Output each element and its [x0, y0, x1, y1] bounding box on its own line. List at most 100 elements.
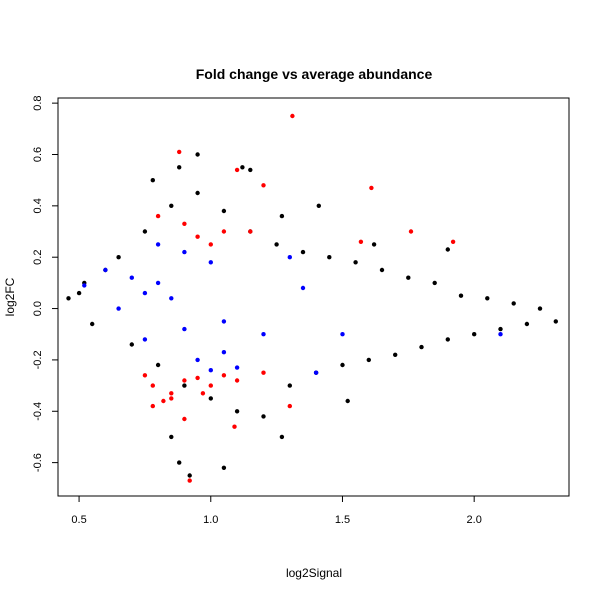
- series-2-point: [221, 350, 227, 355]
- series-1-point: [287, 403, 292, 409]
- series-0-point: [240, 165, 245, 170]
- series-0-point: [445, 337, 450, 342]
- series-1-point: [182, 221, 187, 226]
- series-0-point: [208, 396, 213, 401]
- series-0-point: [458, 293, 464, 298]
- series-1-point: [195, 375, 200, 381]
- series-0-point: [116, 255, 121, 260]
- series-0-point: [274, 242, 279, 247]
- series-0-point: [182, 383, 187, 388]
- series-0-point: [66, 296, 71, 301]
- series-0-point: [177, 460, 182, 465]
- series-1-point: [208, 383, 213, 388]
- series-2-point: [116, 306, 121, 311]
- series-2-point: [142, 290, 148, 296]
- series-0-point: [279, 434, 285, 440]
- series-0-point: [195, 190, 200, 196]
- chart-title: Fold change vs average abundance: [196, 66, 433, 82]
- series-0-point: [498, 326, 503, 332]
- series-0-point: [511, 301, 516, 306]
- series-0-point: [221, 465, 227, 470]
- series-2-point: [142, 337, 148, 342]
- series-1-point: [234, 378, 240, 383]
- series-0-point: [393, 352, 398, 357]
- series-0-point: [261, 414, 266, 419]
- series-1-point: [221, 373, 227, 378]
- series-1-point: [195, 234, 200, 239]
- series-1-point: [177, 149, 182, 155]
- series-1-point: [232, 424, 237, 429]
- series-0-point: [445, 247, 450, 252]
- y-tick-label: 0.8: [32, 95, 44, 110]
- series-1-point: [248, 229, 253, 234]
- series-0-point: [129, 342, 134, 347]
- series-2-point: [182, 249, 187, 255]
- series-1-point: [369, 185, 374, 191]
- series-0-point: [287, 383, 292, 388]
- series-2-point: [313, 370, 319, 375]
- series-0-point: [472, 332, 477, 337]
- series-0-point: [524, 321, 530, 327]
- series-0-point: [248, 167, 253, 173]
- series-0-point: [187, 473, 192, 478]
- y-tick-label: 0.0: [32, 301, 44, 316]
- series-0-point: [537, 306, 543, 311]
- series-0-point: [150, 178, 155, 183]
- series-0-point: [366, 357, 371, 363]
- series-2-point: [155, 242, 161, 247]
- x-tick-label: 1.0: [203, 514, 218, 526]
- x-tick-label: 2.0: [467, 514, 482, 526]
- series-0-point: [553, 319, 558, 324]
- series-1-point: [450, 239, 456, 244]
- series-0-point: [419, 344, 424, 350]
- series-0-point: [432, 280, 437, 286]
- series-2-point: [155, 280, 161, 286]
- y-axis-label: log2FC: [3, 277, 17, 316]
- series-2-point: [221, 319, 227, 324]
- series-0-point: [485, 296, 490, 301]
- series-1-point: [182, 378, 187, 383]
- series-1-point: [161, 398, 166, 404]
- series-2-point: [195, 357, 200, 363]
- y-tick-label: -0.6: [32, 453, 44, 472]
- series-1-point: [187, 478, 192, 483]
- series-2-point: [182, 326, 187, 332]
- x-axis-label: log2Signal: [286, 566, 342, 580]
- series-0-point: [353, 260, 358, 265]
- series-1-point: [290, 113, 295, 119]
- series-1-point: [261, 370, 266, 375]
- series-2-point: [340, 332, 345, 337]
- series-1-point: [169, 391, 174, 396]
- series-0-point: [279, 213, 285, 219]
- series-2-point: [82, 283, 87, 288]
- series-0-point: [300, 249, 306, 255]
- series-1-point: [142, 373, 148, 378]
- series-2-point: [103, 267, 108, 273]
- x-tick-label: 0.5: [71, 514, 86, 526]
- y-tick-label: 0.4: [32, 198, 44, 213]
- y-tick-label: 0.6: [32, 147, 44, 162]
- series-0-point: [155, 362, 161, 368]
- series-0-point: [142, 229, 148, 234]
- series-0-point: [371, 242, 377, 247]
- series-2-point: [129, 275, 134, 280]
- plot-area-frame: [57, 97, 570, 497]
- series-0-point: [379, 267, 385, 273]
- series-2-point: [287, 255, 292, 260]
- series-2-point: [261, 332, 266, 337]
- points-layer: [66, 113, 558, 483]
- series-1-point: [150, 403, 155, 409]
- series-1-point: [200, 391, 206, 396]
- series-0-point: [169, 434, 174, 440]
- series-1-point: [208, 242, 213, 247]
- series-0-point: [406, 275, 411, 280]
- x-axis: 0.5 1.0 1.5 2.0: [71, 496, 482, 526]
- series-0-point: [345, 398, 350, 404]
- series-0-point: [195, 152, 200, 157]
- series-1-point: [182, 416, 187, 422]
- series-1-point: [221, 229, 227, 234]
- series-2-point: [498, 332, 503, 337]
- y-tick-label: -0.4: [32, 402, 44, 421]
- series-1-point: [155, 213, 161, 219]
- y-tick-label: -0.2: [32, 350, 44, 369]
